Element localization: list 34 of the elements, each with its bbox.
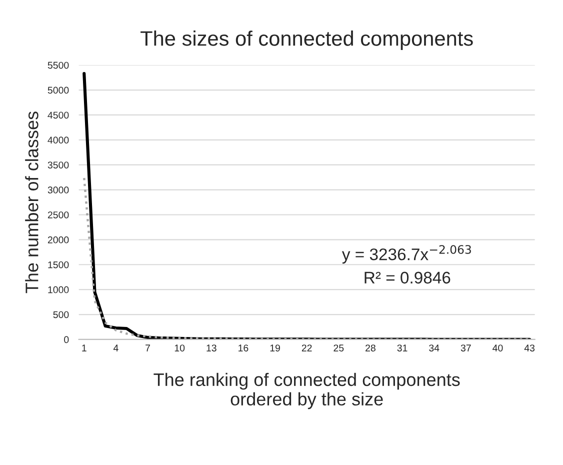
x-tick-label: 13 [206, 344, 216, 352]
y-tick-label: 4500 [48, 112, 69, 119]
y-tick-label: 2000 [48, 236, 69, 244]
x-tick-label: 19 [270, 344, 280, 352]
y-tick-label: 5500 [48, 62, 69, 69]
y-tick-label: 3000 [48, 186, 69, 194]
y-tick-label: 0 [64, 336, 69, 344]
x-tick-label: 37 [460, 344, 471, 352]
line-series [82, 72, 532, 340]
x-tick-label: 28 [366, 344, 376, 352]
y-tick-label: 3500 [48, 162, 69, 168]
x-tick-label: 16 [238, 344, 248, 352]
y-tick-label: 1500 [48, 261, 69, 268]
line-series [83, 176, 531, 340]
y-tick-label: 4000 [48, 136, 69, 144]
x-tick-label: 31 [397, 344, 408, 352]
annotation: y = 3236.7x$^{−2.063}$ [342, 245, 471, 264]
y-tick-label: 500 [53, 311, 69, 318]
x-tick-label: 1 [82, 344, 86, 352]
y-axis-title: The number of classes [25, 112, 38, 294]
annotation: R² = 0.9846 [364, 272, 450, 284]
x-tick-label: 43 [524, 344, 535, 352]
y-tick-label: 5000 [48, 86, 69, 94]
x-tick-label: 22 [302, 344, 312, 352]
x-tick-label: 10 [174, 344, 185, 352]
y-tick-label: 2500 [48, 211, 69, 218]
x-tick-label: 25 [334, 344, 344, 352]
x-tick-label: 34 [429, 344, 440, 352]
chart-title: The sizes of connected components [140, 30, 473, 50]
x-tick-label: 4 [113, 344, 118, 352]
x-tick-label: 40 [492, 344, 503, 352]
x-tick-label: 7 [146, 344, 150, 352]
y-tick-label: 1000 [48, 286, 69, 294]
x-axis-title: The ranking of connected components ordered by the size [154, 372, 460, 410]
